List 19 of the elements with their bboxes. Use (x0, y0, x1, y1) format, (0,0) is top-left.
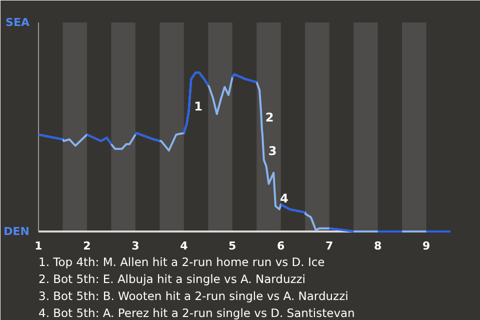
annotation: 1 (194, 100, 203, 114)
x-tick-label: 8 (374, 240, 382, 252)
annotation: 3 (268, 144, 277, 158)
x-tick-label: 7 (325, 240, 334, 252)
text: SEA (6, 16, 30, 29)
x-tick-label: 5 (228, 240, 236, 252)
annotation: 2 (265, 110, 274, 125)
x-tick-label: 3 (132, 240, 140, 252)
x-tick-label: 1 (34, 240, 42, 252)
annotation: 4 (280, 192, 288, 206)
x-tick-label: 2 (83, 240, 91, 252)
text: 3. Bot 5th: B. Wooten hit a 2-run single vs A. Narduzzi (38, 289, 348, 303)
x-tick-label: 9 (422, 240, 430, 252)
text: 1. Top 4th: M. Allen hit a 2-run home run vs D. Ice (38, 255, 325, 269)
text: 2. Bot 5th: E. Albuja hit a single vs A. Narduzzi (38, 272, 306, 286)
text: 4. Bot 5th: A. Perez hit a 2-run single vs D. Santistevan (38, 306, 355, 320)
x-tick-label: 4 (180, 240, 188, 252)
text: DEN (4, 225, 30, 238)
x-tick-label: 6 (277, 240, 286, 252)
